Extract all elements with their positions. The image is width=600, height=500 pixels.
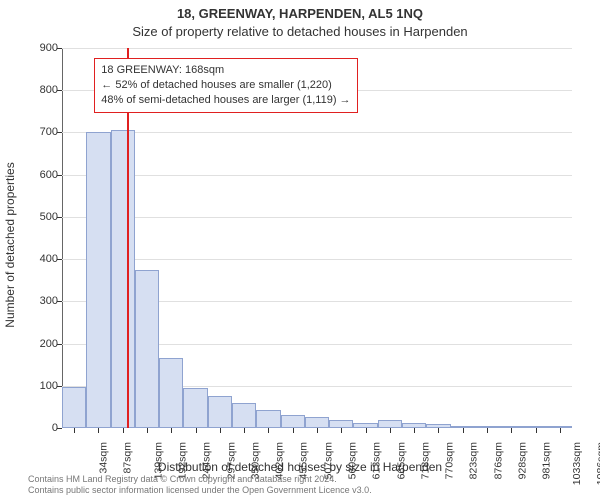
y-tick-mark — [57, 259, 62, 260]
histogram-bar — [62, 387, 86, 428]
x-tick-mark — [317, 428, 318, 433]
x-tick-mark — [414, 428, 415, 433]
x-tick-mark — [366, 428, 367, 433]
y-tick-mark — [57, 386, 62, 387]
y-tick-label: 700 — [18, 126, 58, 138]
y-tick-mark — [57, 428, 62, 429]
gridline — [62, 217, 572, 218]
histogram-bar — [159, 358, 183, 428]
histogram-bar — [111, 130, 135, 428]
page-title: 18, GREENWAY, HARPENDEN, AL5 1NQ — [0, 6, 600, 21]
x-tick-mark — [560, 428, 561, 433]
footer-line: Contains public sector information licen… — [28, 485, 372, 496]
histogram-bar — [183, 388, 207, 428]
histogram-bar — [378, 420, 402, 428]
x-tick-mark — [98, 428, 99, 433]
x-tick-mark — [196, 428, 197, 433]
histogram-bar — [281, 415, 305, 428]
y-tick-label: 500 — [18, 211, 58, 223]
y-tick-mark — [57, 90, 62, 91]
y-tick-label: 100 — [18, 380, 58, 392]
histogram-bar — [256, 410, 280, 428]
x-tick-mark — [487, 428, 488, 433]
histogram-bar — [305, 417, 329, 428]
gridline — [62, 175, 572, 176]
x-tick-mark — [123, 428, 124, 433]
x-tick-mark — [438, 428, 439, 433]
x-tick-mark — [463, 428, 464, 433]
histogram-bar — [329, 420, 353, 428]
y-tick-mark — [57, 175, 62, 176]
x-tick-mark — [390, 428, 391, 433]
y-tick-mark — [57, 48, 62, 49]
x-tick-mark — [171, 428, 172, 433]
x-tick-mark — [220, 428, 221, 433]
y-tick-label: 200 — [18, 338, 58, 350]
x-tick-mark — [268, 428, 269, 433]
x-tick-mark — [244, 428, 245, 433]
annotation-line: 18 GREENWAY: 168sqm — [101, 63, 350, 78]
y-tick-mark — [57, 132, 62, 133]
chart-container: 18, GREENWAY, HARPENDEN, AL5 1NQ Size of… — [0, 0, 600, 500]
y-tick-mark — [57, 344, 62, 345]
histogram-bar — [86, 132, 110, 428]
x-tick-mark — [511, 428, 512, 433]
x-tick-mark — [341, 428, 342, 433]
x-tick-mark — [147, 428, 148, 433]
y-axis-label: Number of detached properties — [3, 162, 17, 327]
footer-attribution: Contains HM Land Registry data © Crown c… — [28, 474, 372, 496]
gridline — [62, 48, 572, 49]
gridline — [62, 259, 572, 260]
histogram-bar — [232, 403, 256, 428]
gridline — [62, 132, 572, 133]
y-tick-label: 300 — [18, 295, 58, 307]
y-tick-label: 400 — [18, 253, 58, 265]
x-tick-mark — [536, 428, 537, 433]
x-tick-mark — [74, 428, 75, 433]
page-subtitle: Size of property relative to detached ho… — [0, 24, 600, 39]
histogram-bar — [208, 396, 232, 428]
x-tick-mark — [293, 428, 294, 433]
y-tick-label: 600 — [18, 169, 58, 181]
x-axis-label: Distribution of detached houses by size … — [0, 460, 600, 474]
annotation-line: 48% of semi-detached houses are larger (… — [101, 93, 350, 108]
histogram-bar — [135, 270, 159, 428]
y-tick-label: 900 — [18, 42, 58, 54]
annotation-box: 18 GREENWAY: 168sqm ← 52% of detached ho… — [94, 58, 357, 113]
y-tick-mark — [57, 301, 62, 302]
footer-line: Contains HM Land Registry data © Crown c… — [28, 474, 372, 485]
y-tick-label: 0 — [18, 422, 58, 434]
annotation-line: ← 52% of detached houses are smaller (1,… — [101, 78, 350, 93]
plot-area: 18 GREENWAY: 168sqm ← 52% of detached ho… — [62, 48, 572, 428]
y-tick-mark — [57, 217, 62, 218]
y-tick-label: 800 — [18, 84, 58, 96]
